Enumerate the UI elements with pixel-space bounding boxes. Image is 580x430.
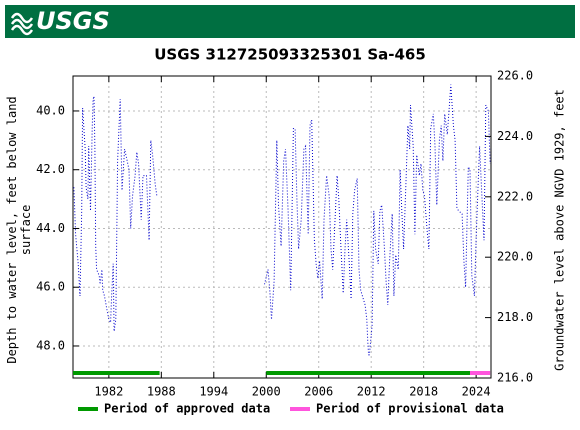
chart-title: USGS 312725093325301 Sa-465 — [154, 46, 426, 64]
y2-tick-label: 220.0 — [497, 250, 533, 264]
logo-text: USGS — [36, 7, 110, 35]
y-axis-label: Depth to water level, feet below landsur… — [5, 96, 33, 363]
x-tick-label: 2012 — [357, 385, 386, 399]
y2-tick-label: 226.0 — [497, 69, 533, 83]
y-tick-label: 42.0 — [36, 162, 65, 176]
y2-tick-label: 222.0 — [497, 189, 533, 203]
plot-frame — [72, 75, 492, 379]
header-bar — [5, 5, 575, 38]
x-tick-label: 1988 — [147, 385, 176, 399]
y-axis-label-text: Depth to water level, feet below land — [5, 96, 19, 363]
y-tick-label: 40.0 — [36, 103, 65, 117]
x-tick-label: 2018 — [409, 385, 438, 399]
y-tick-label: 44.0 — [36, 221, 65, 235]
logo-icon — [10, 12, 34, 36]
y2-tick-label: 224.0 — [497, 129, 533, 143]
period-bar — [470, 371, 491, 375]
x-tick-label: 2006 — [304, 385, 333, 399]
y2-tick-label: 218.0 — [497, 310, 533, 324]
period-bar — [266, 371, 471, 375]
x-tick-label: 2000 — [252, 385, 281, 399]
legend-label: Period of approved data — [104, 402, 270, 416]
y-axis-label-text: surface — [19, 205, 33, 256]
y2-axis-label: Groundwater level above NGVD 1929, feet — [553, 89, 567, 371]
legend-label: Period of provisional data — [316, 402, 504, 416]
y-tick-label: 48.0 — [36, 338, 65, 352]
x-tick-label: 1994 — [199, 385, 228, 399]
x-tick-label: 1982 — [94, 385, 123, 399]
x-tick-label: 2024 — [462, 385, 491, 399]
y2-tick-label: 216.0 — [497, 371, 533, 385]
period-bar — [73, 371, 160, 375]
y-tick-label: 46.0 — [36, 280, 65, 294]
data-line — [73, 84, 491, 356]
